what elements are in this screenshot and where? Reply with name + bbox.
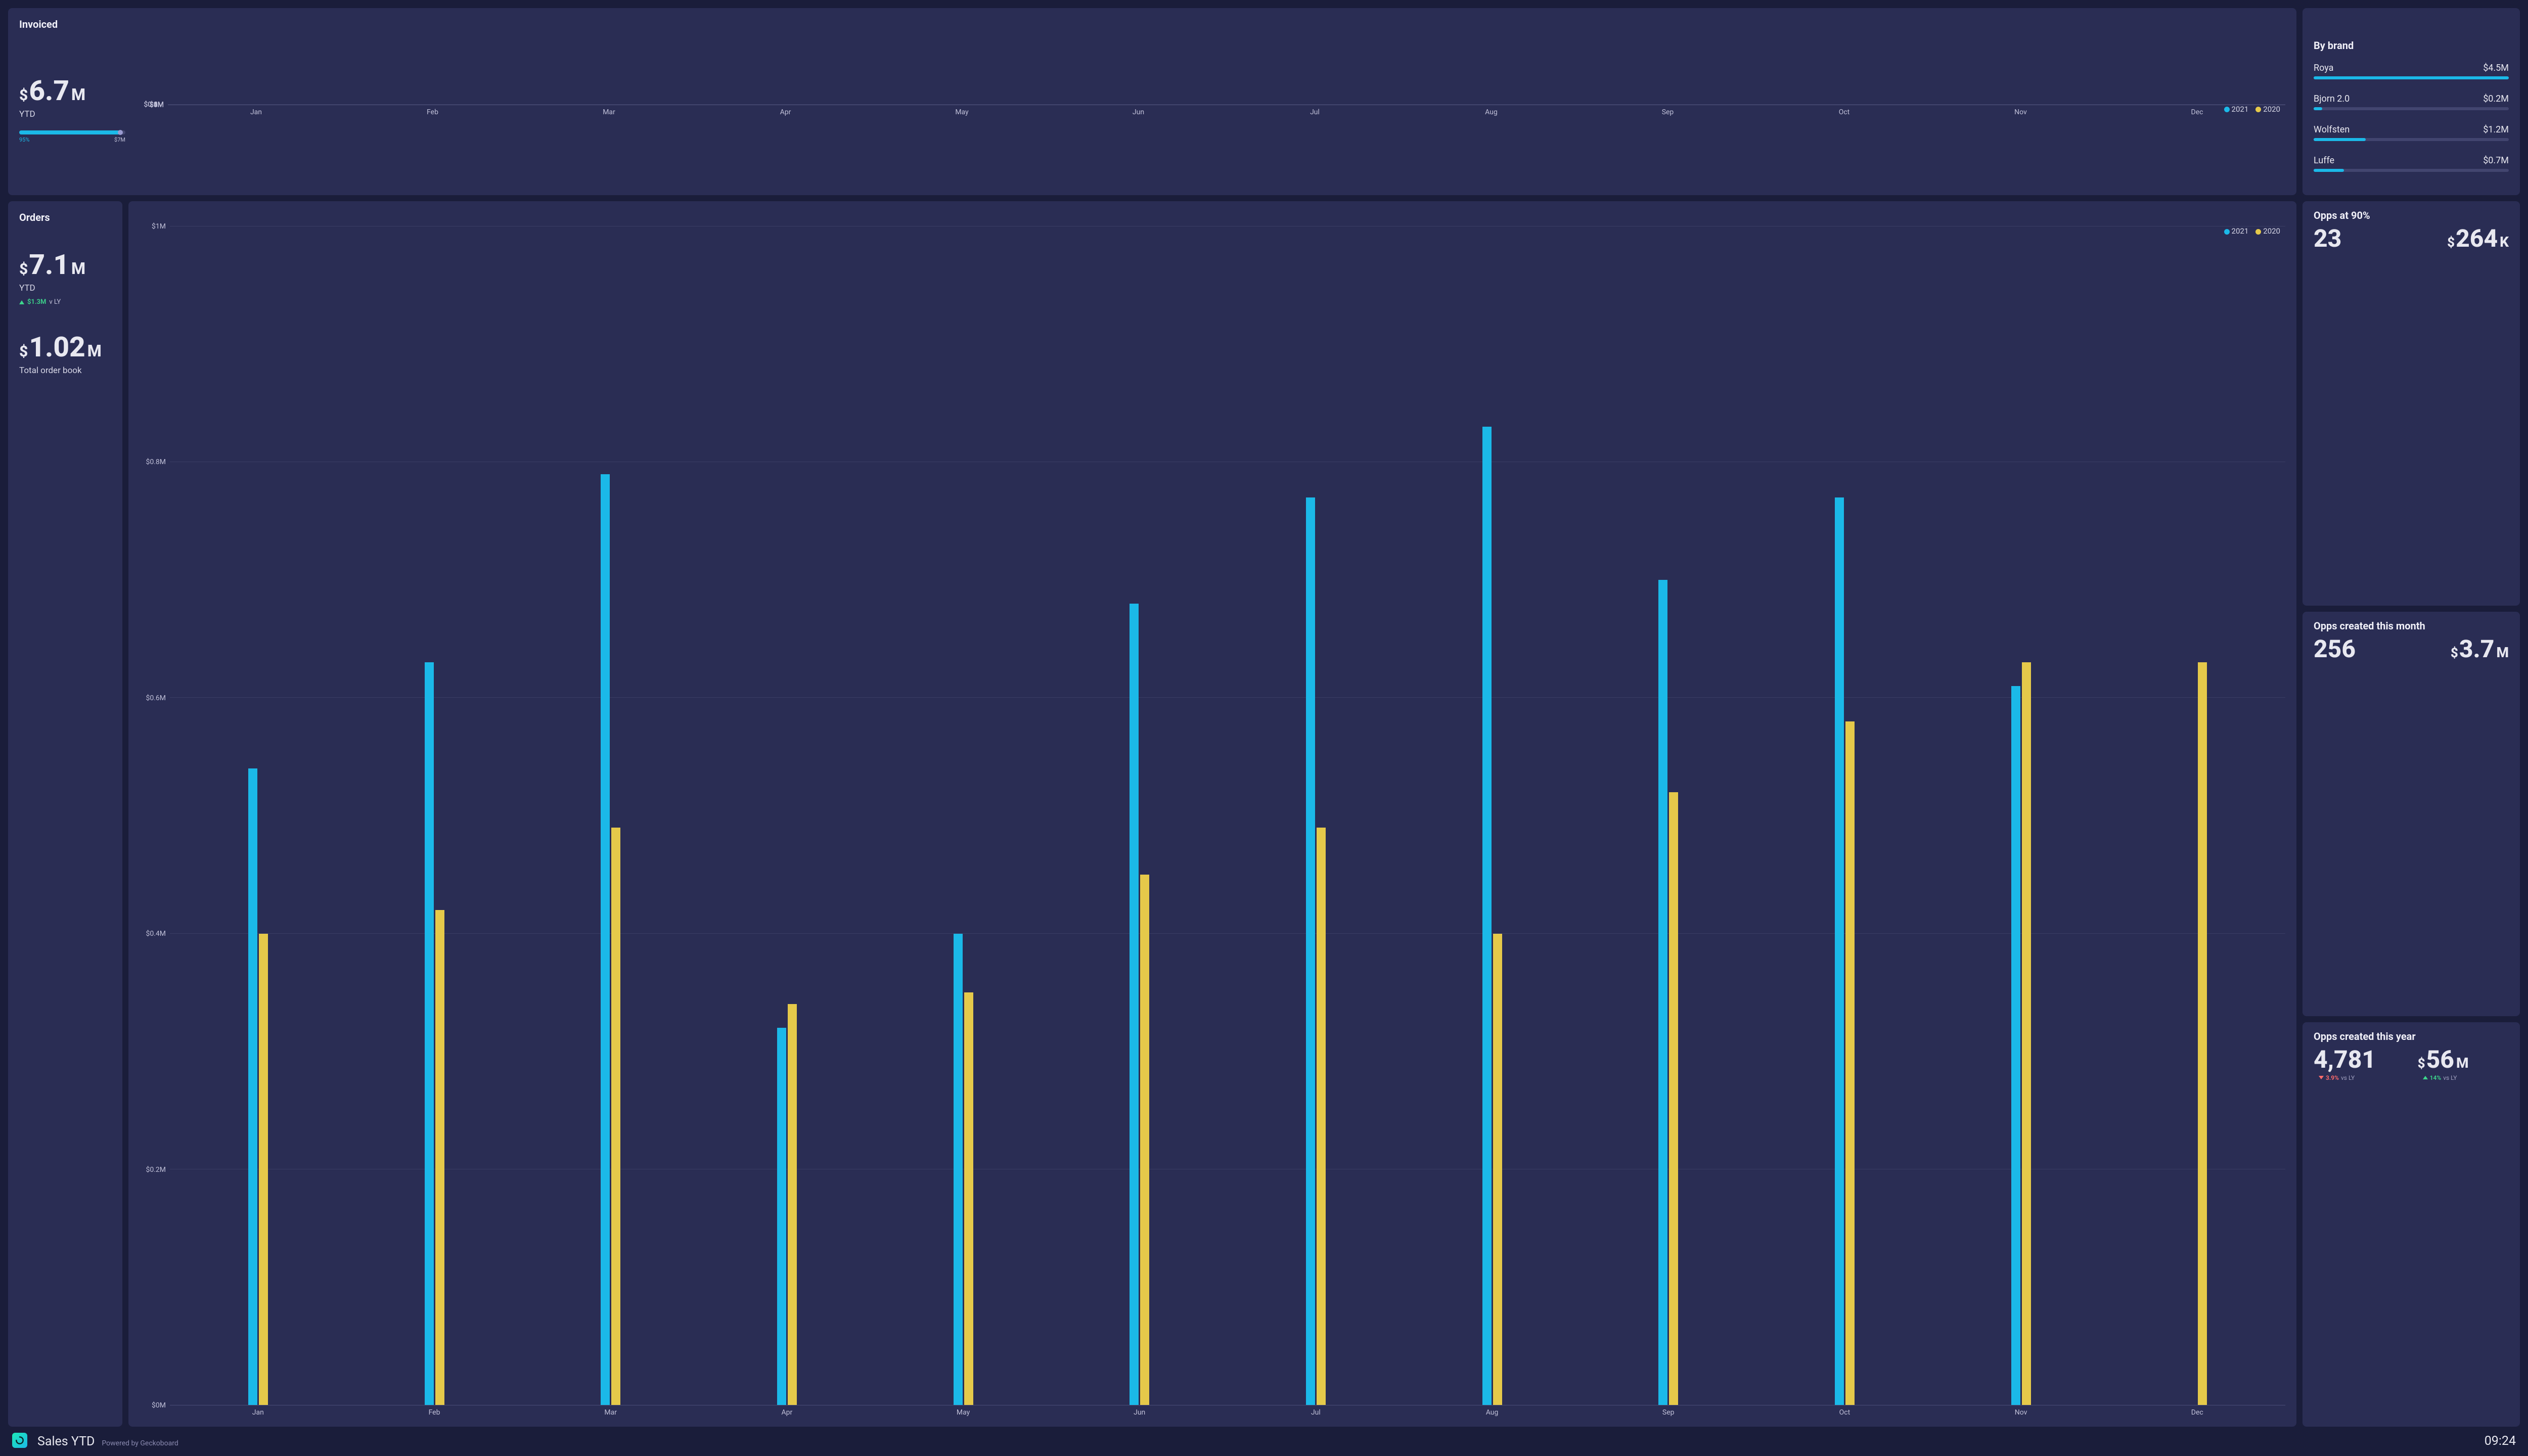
opps-month-count: 256: [2314, 637, 2356, 661]
opps-year-value-delta: 14% vs LY: [2423, 1074, 2457, 1081]
opps-month-card: Opps created this month 256 $3.7M: [2303, 612, 2520, 1016]
invoiced-title: Invoiced: [19, 18, 2285, 30]
brand-value: $0.7M: [2483, 155, 2509, 166]
orders-sublabel: YTD: [19, 283, 111, 293]
bar-group: [1933, 226, 2109, 1405]
x-tick: Jan: [168, 105, 344, 116]
x-tick: Sep: [1580, 1405, 1756, 1417]
opps-year-count-block: 4,781 3.9% vs LY: [2314, 1048, 2418, 1081]
x-tick: Apr: [699, 1405, 875, 1417]
bar-group: [2109, 226, 2285, 1405]
bar-group: [522, 226, 699, 1405]
orders-card: Orders $7.1M YTD $1.3M v LY $1.02M Total…: [8, 201, 122, 1427]
progress-target: $7M: [114, 136, 125, 143]
brand-name: Wolfsten: [2314, 124, 2350, 135]
x-tick: May: [875, 1405, 1052, 1417]
brand-name: Luffe: [2314, 155, 2334, 166]
x-tick: Oct: [1756, 105, 1932, 116]
bar-group: [875, 226, 1052, 1405]
bar-group: [1051, 226, 1228, 1405]
geckoboard-logo-icon: [12, 1433, 27, 1448]
orders-title: Orders: [19, 211, 111, 223]
x-tick: Sep: [1579, 105, 1756, 116]
opps-year-count-delta: 3.9% vs LY: [2319, 1074, 2355, 1081]
brand-name: Bjorn 2.0: [2314, 94, 2350, 104]
brand-item: Wolfsten $1.2M: [2314, 124, 2509, 141]
x-tick: Nov: [1932, 105, 2109, 116]
orders-value: $7.1M: [19, 251, 111, 279]
opps-year-value-block: $56M 14% vs LY: [2418, 1048, 2509, 1081]
opps-90-count: 23: [2314, 226, 2341, 251]
opps-year-card: Opps created this year 4,781 3.9% vs LY …: [2303, 1022, 2520, 1427]
invoiced-value: $6.7M: [19, 77, 125, 105]
down-arrow-icon: [2319, 1076, 2324, 1079]
bar-group: [1756, 226, 1933, 1405]
bar-group: [1228, 226, 1404, 1405]
x-tick: Nov: [1933, 1405, 2109, 1417]
brand-value: $0.2M: [2483, 94, 2509, 104]
bar-group: [170, 226, 346, 1405]
x-tick: Jul: [1227, 105, 1403, 116]
footer-time: 09:24: [2485, 1434, 2516, 1448]
invoiced-summary: $6.7M YTD 95% $7M: [19, 77, 125, 143]
x-tick: Jun: [1050, 105, 1227, 116]
up-arrow-icon: [2423, 1076, 2428, 1079]
progress-pct: 95%: [19, 136, 29, 143]
bar-group: [1404, 226, 1581, 1405]
x-tick: Jan: [170, 1405, 346, 1417]
orders-chart-card: 20212020$1M$0.8M$0.6M$0.4M$0.2M$0MJanFeb…: [128, 201, 2296, 1427]
opps-month-value: $3.7M: [2451, 637, 2509, 661]
x-tick: May: [874, 105, 1050, 116]
footer: Sales YTD Powered by Geckoboard 09:24: [8, 1427, 2520, 1456]
x-tick: Jul: [1228, 1405, 1404, 1417]
brand-name: Roya: [2314, 63, 2333, 73]
opps-month-title: Opps created this month: [2314, 620, 2509, 632]
up-arrow-icon: [19, 300, 24, 304]
orders-delta: $1.3M v LY: [19, 298, 111, 306]
footer-powered: Powered by Geckoboard: [102, 1439, 178, 1447]
x-tick: Aug: [1403, 105, 1579, 116]
x-tick: Dec: [2109, 1405, 2285, 1417]
invoiced-sublabel: YTD: [19, 109, 125, 119]
bar-group: [699, 226, 875, 1405]
x-tick: Feb: [346, 1405, 523, 1417]
orders-book-value: $1.02M: [19, 334, 111, 361]
brand-item: Luffe $0.7M: [2314, 155, 2509, 172]
footer-title: Sales YTD: [37, 1434, 95, 1449]
x-tick: Oct: [1756, 1405, 1933, 1417]
x-tick: Mar: [521, 105, 697, 116]
by-brand-card: By brand Roya $4.5M Bjorn 2.0 $0.2M Wolfsten…: [2303, 8, 2520, 195]
bar-group: [1580, 226, 1756, 1405]
bar-group: [346, 226, 523, 1405]
x-tick: Apr: [697, 105, 874, 116]
orders-chart: 20212020$1M$0.8M$0.6M$0.4M$0.2M$0MJanFeb…: [140, 226, 2285, 1417]
brand-item: Roya $4.5M: [2314, 63, 2509, 79]
invoiced-progress: 95% $7M: [19, 130, 125, 143]
opps-90-title: Opps at 90%: [2314, 209, 2509, 221]
brand-value: $4.5M: [2483, 63, 2509, 73]
opps-year-title: Opps created this year: [2314, 1030, 2509, 1042]
chart-legend: 20212020: [2224, 105, 2280, 114]
brand-list: Roya $4.5M Bjorn 2.0 $0.2M Wolfsten $1.2M Luff…: [2314, 63, 2509, 172]
invoiced-card: Invoiced $6.7M YTD 95% $7M: [8, 8, 2296, 195]
invoiced-chart: 20212020$1M$0.8M$0.6M$0.4M$0.2M$0MJanFeb…: [138, 105, 2285, 116]
orders-book-sublabel: Total order book: [19, 366, 111, 376]
x-tick: Mar: [522, 1405, 699, 1417]
x-tick: Feb: [344, 105, 521, 116]
x-tick: Jun: [1051, 1405, 1228, 1417]
by-brand-title: By brand: [2314, 39, 2509, 52]
brand-item: Bjorn 2.0 $0.2M: [2314, 94, 2509, 110]
opps-90-card: Opps at 90% 23 $264K: [2303, 201, 2520, 606]
opps-90-value: $264K: [2447, 226, 2509, 251]
x-tick: Aug: [1404, 1405, 1581, 1417]
brand-value: $1.2M: [2483, 124, 2509, 135]
